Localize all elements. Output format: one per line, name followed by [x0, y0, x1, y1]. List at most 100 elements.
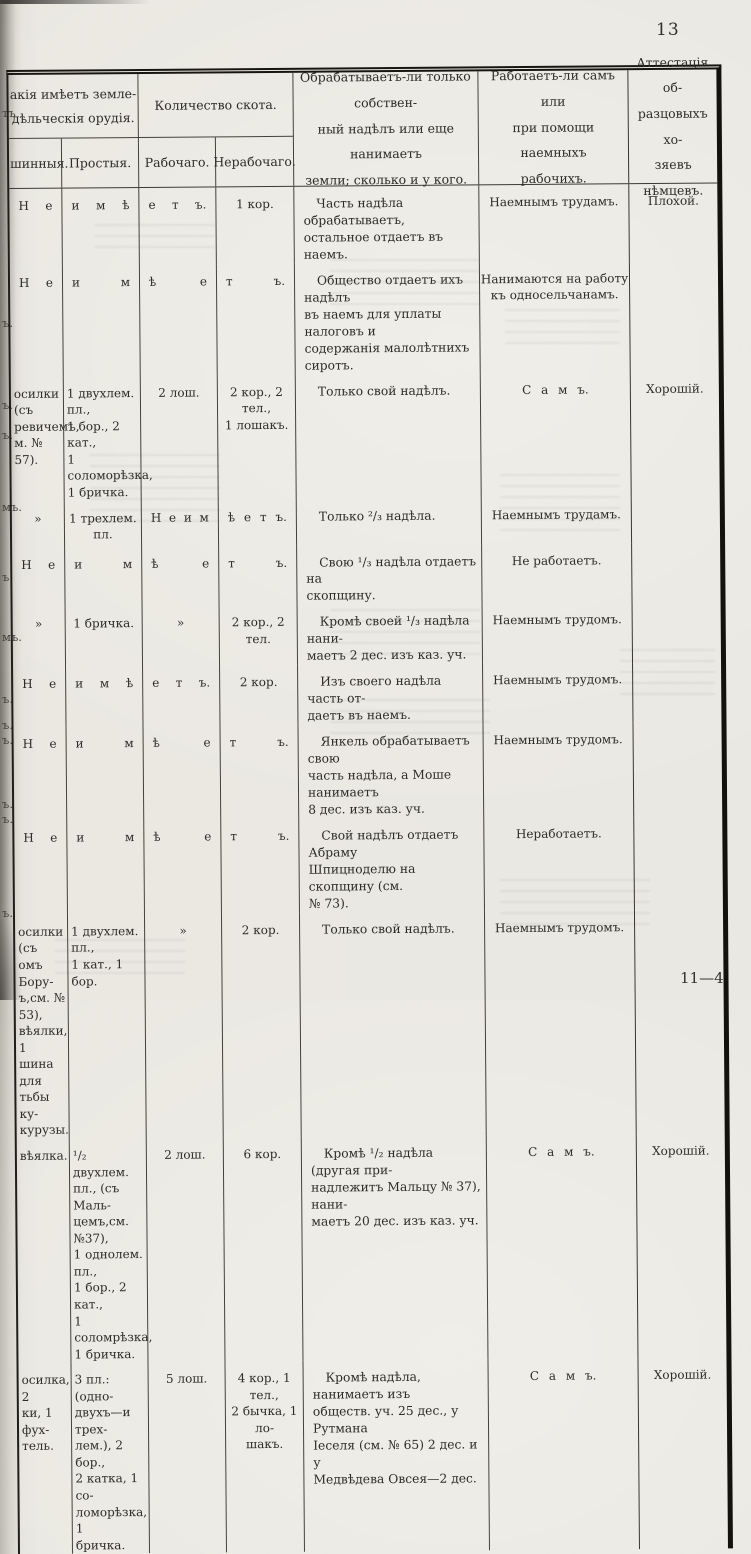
- table-header: акія имѣетъ земле- дѣльческія орудія. Ко…: [8, 54, 718, 198]
- cell-labor: Наемнымъ трудомъ.: [482, 602, 634, 664]
- cell-machine: »: [12, 607, 67, 668]
- cell-working: ѣ е: [143, 725, 222, 821]
- cell-working: 2 лош.: [146, 1137, 226, 1363]
- cell-cultivation: Общество отдаетъ ихъ надѣлъ въ наемъ для…: [294, 262, 481, 375]
- cell-labor: Наемнымъ трудамъ.: [479, 184, 630, 263]
- cell-labor: Неработаетъ.: [484, 816, 635, 912]
- cell-labor: Наемнымъ трудомъ.: [484, 910, 637, 1136]
- table-row: Н е и м ѣ е т ъ. Свой надѣлъ отдаетъ Абр…: [14, 816, 723, 915]
- gutter-fragment: ъ.: [2, 316, 13, 330]
- gutter-fragment: ъ.: [2, 797, 13, 811]
- gutter-fragment: ъ.: [2, 428, 13, 442]
- cell-attestation: [633, 722, 722, 817]
- table-row: » 1 трехлем. пл. Н е и м ѣ е т ъ. Только…: [11, 496, 720, 548]
- gutter-fragment: ъ.: [2, 812, 13, 826]
- table-row: осилки (съ омъ Бору- ъ,см. № 53), вѣялки…: [14, 909, 725, 1140]
- cell-working: »: [144, 913, 224, 1139]
- cell-labor: Наемнымъ трудамъ.: [481, 496, 633, 544]
- cell-machine: Н е: [13, 666, 67, 728]
- cell-nonworking: т ъ.: [219, 545, 298, 606]
- cell-nonworking: 2 кор., 2 тел., 1 лошакъ.: [217, 374, 297, 500]
- cell-cultivation: Только свой надѣлъ.: [299, 911, 487, 1137]
- cell-labor: С а м ъ.: [488, 1358, 640, 1551]
- cell-cultivation: Только свой надѣлъ.: [295, 373, 482, 500]
- cell-attestation: Плохой.: [647, 193, 700, 209]
- header-cultivation: Обрабатываетъ-ли только собствен- ный на…: [293, 69, 480, 188]
- table-row: Н е и м ѣ е т ъ. 1 кор. Часть надѣла обр…: [9, 183, 718, 266]
- cell-machine: Н е: [14, 820, 68, 915]
- cell-simple: и м ѣ: [66, 666, 144, 727]
- header-machine-implements: шинныя.: [8, 138, 69, 189]
- cell-simple: 3 пл.: (одно- двухъ—и трех- лем.), 2 бор…: [71, 1362, 150, 1554]
- cell-working: ѣ е: [144, 819, 222, 914]
- cell-cultivation: Свою ¹/₃ надѣла отдаетъ на скопщину.: [297, 543, 483, 606]
- cell-attestation: [633, 602, 721, 663]
- table-sheet: акія имѣетъ земле- дѣльческія орудія. Ко…: [6, 54, 733, 1554]
- cell-labor: С а м ъ.: [486, 1134, 639, 1360]
- cell-attestation: Хорошій.: [653, 1367, 712, 1383]
- cell-labor: Наемнымъ трудомъ.: [483, 662, 634, 724]
- cell-cultivation: Кромѣ надѣла, нанимаетъ изъ обществ. уч.…: [303, 1359, 490, 1552]
- cell-machine: Н е: [9, 188, 63, 266]
- signature-mark: 11—4: [680, 969, 724, 987]
- cell-labor: С а м ъ.: [480, 371, 632, 498]
- gutter-fragment: ъ.: [2, 906, 13, 920]
- table-row: осилка, 2 ки, 1 фух- тель. 3 пл.: (одно-…: [18, 1358, 727, 1554]
- cell-machine: Н е: [13, 726, 68, 822]
- page-number: 13: [656, 20, 680, 40]
- cell-simple: и м: [65, 546, 143, 608]
- table-row: Н е и м ѣ е т ъ. 2 кор. Изъ своего надѣл…: [13, 662, 721, 728]
- cell-machine: »: [11, 501, 66, 548]
- cell-nonworking: 2 кор.: [221, 912, 302, 1138]
- cell-working: Н е и м: [141, 499, 220, 547]
- cell-machine: вѣялка.: [16, 1138, 72, 1364]
- cell-simple: и м: [67, 820, 145, 915]
- cell-nonworking: 2 кор.: [220, 665, 299, 726]
- cell-machine: осилки (съ ревичемъ, м. № 57).: [10, 376, 80, 502]
- gutter-fragment: мъ.: [2, 630, 22, 644]
- cell-simple: и м: [62, 264, 141, 377]
- cell-labor: Не работаетъ.: [482, 542, 633, 604]
- cell-machine: Н е: [9, 265, 64, 377]
- table-row: » 1 бричка. » 2 кор., 2 тел. Кромѣ своей…: [12, 602, 721, 668]
- cell-machine: Н е: [12, 547, 66, 608]
- cell-cultivation: Часть надѣла обрабатываетъ, остальное от…: [294, 185, 480, 264]
- cell-attestation: [632, 542, 720, 603]
- gutter-fragment: ъ.: [2, 718, 13, 732]
- cell-working: е т ъ.: [139, 187, 217, 265]
- cell-working: 5 лош.: [148, 1361, 227, 1554]
- cell-cultivation: Изъ своего надѣла часть от- даетъ въ нае…: [298, 663, 484, 726]
- header-attestation: Аттестація об- разцовыхъ хо- зяевъ нѣмце…: [636, 54, 709, 198]
- cell-simple: и м ѣ: [62, 188, 140, 266]
- cell-simple: 1 трехлем. пл.: [64, 500, 143, 548]
- cell-working: »: [142, 605, 221, 667]
- gutter-fragment: ъ.: [2, 570, 13, 584]
- table-row: Н е и м ѣ е т ъ. Свою ¹/₃ надѣла отдаетъ…: [12, 542, 720, 608]
- cell-working: ѣ е: [142, 545, 220, 607]
- cell-nonworking: 4 кор., 1 тел., 2 бычка, 1 ло- шакъ.: [225, 1360, 305, 1553]
- table-row: Н е и м ѣ е т ъ. Общество отдаетъ ихъ на…: [9, 260, 719, 377]
- header-labor: Работаетъ-ли самъ или при помощи наемных…: [478, 68, 630, 186]
- cell-nonworking: т ъ.: [221, 818, 300, 914]
- cell-working: е т ъ.: [143, 665, 221, 727]
- cell-simple: ¹/₂ двухлем. пл., (съ Маль- цемъ,см. №37…: [69, 1138, 152, 1363]
- table-row: осилки (съ ревичемъ, м. № 57). 1 двухлем…: [10, 371, 720, 502]
- table-row: Н е и м ѣ е т ъ. Янкель обрабатываетъ св…: [13, 722, 723, 822]
- cell-nonworking: ѣ е т ъ.: [218, 499, 298, 546]
- cell-nonworking: 1 кор.: [216, 186, 295, 265]
- table-row: вѣялка. ¹/₂ двухлем. пл., (съ Маль- цемъ…: [16, 1133, 727, 1364]
- cell-labor: Нанимаются на работу къ односельчанамъ.: [479, 261, 631, 374]
- header-livestock-group: Количество скота.: [138, 72, 294, 139]
- gutter-fragment: ъ.: [2, 692, 13, 706]
- cell-cultivation: Кромѣ ¹/₂ надѣла (другая при- надлежитъ …: [301, 1135, 489, 1361]
- cell-cultivation: Только ²/₃ надѣла.: [296, 497, 483, 546]
- cell-working: ѣ е: [139, 264, 218, 376]
- cell-machine: осилки (съ омъ Бору- ъ,см. № 53), вѣялки…: [14, 914, 70, 1140]
- cell-machine: осилка, 2 ки, 1 фух- тель.: [18, 1362, 73, 1554]
- cell-cultivation: Кромѣ своей ¹/₃ надѣла нани- маетъ 2 дес…: [297, 603, 484, 666]
- scan-top-edge-shadow: [0, 0, 150, 4]
- cell-attestation: Хорошій.: [652, 1143, 710, 1159]
- cell-labor: Наемнымъ трудомъ.: [483, 722, 635, 818]
- gutter-fragment: мъ.: [2, 500, 22, 514]
- gutter-fragment: тъ: [2, 106, 16, 120]
